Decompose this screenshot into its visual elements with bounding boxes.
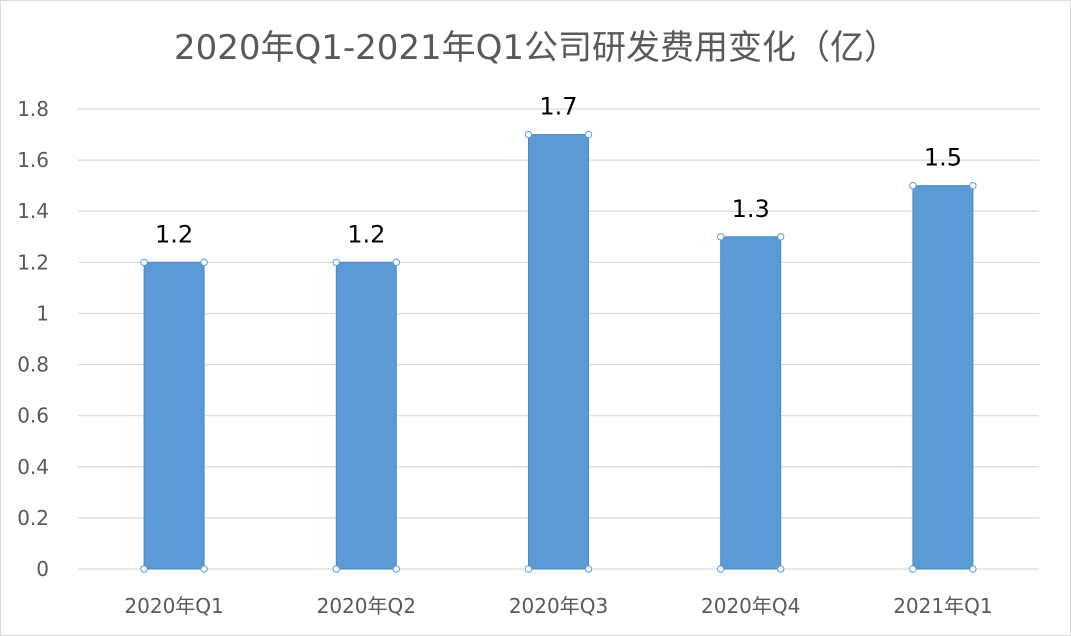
selection-handle[interactable] (392, 258, 400, 267)
selection-handle[interactable] (140, 258, 148, 267)
x-tick-label: 2020年Q1 (124, 594, 223, 618)
selection-handle[interactable] (909, 181, 917, 190)
selection-handle[interactable] (392, 565, 400, 573)
y-tick-label: 1.6 (17, 148, 49, 172)
data-label: 1.2 (155, 220, 193, 248)
bar[interactable] (912, 185, 974, 570)
selection-handle[interactable] (717, 233, 725, 241)
selection-handle[interactable] (584, 130, 593, 139)
x-axis-ticks: 2020年Q1 2020年Q2 2020年Q3 2020年Q4 2021年Q1 (124, 594, 992, 618)
selection-handle[interactable] (969, 565, 977, 573)
bar[interactable] (528, 134, 589, 570)
y-tick-label: 0.4 (17, 455, 49, 479)
selection-handle[interactable] (140, 565, 148, 573)
bar[interactable] (720, 236, 782, 570)
selection-handle[interactable] (717, 565, 725, 573)
y-tick-label: 0.6 (17, 404, 49, 428)
selection-handle[interactable] (200, 565, 208, 573)
selection-handle[interactable] (332, 565, 340, 573)
selection-handle[interactable] (777, 233, 785, 241)
y-tick-label: 1.4 (17, 199, 49, 223)
y-tick-label: 1.2 (17, 250, 49, 274)
x-tick-label: 2020年Q4 (701, 594, 800, 618)
y-tick-label: 0.2 (17, 506, 49, 530)
selection-handle[interactable] (584, 565, 593, 573)
data-label: 1.3 (732, 195, 770, 223)
selection-handle[interactable] (200, 258, 208, 267)
data-label: 1.7 (539, 93, 577, 121)
y-axis-ticks: 0 0.2 0.4 0.6 0.8 1 1.2 1.4 1.6 1.8 (17, 97, 49, 581)
selection-handle[interactable] (524, 130, 533, 139)
selection-handle[interactable] (524, 565, 533, 573)
selection-handle[interactable] (332, 258, 340, 267)
x-tick-label: 2020年Q3 (509, 594, 608, 618)
data-label: 1.2 (347, 220, 385, 248)
x-tick-label: 2020年Q2 (317, 594, 416, 618)
selection-handle[interactable] (969, 181, 977, 190)
data-label: 1.5 (924, 144, 962, 172)
y-tick-label: 1.8 (17, 97, 49, 121)
bar[interactable] (335, 261, 397, 570)
x-tick-label: 2021年Q1 (893, 594, 992, 618)
selection-handle[interactable] (777, 565, 785, 573)
y-tick-label: 0.8 (17, 353, 49, 377)
bars: 1.2 1.2 1.7 1.3 1.5 (140, 93, 977, 573)
selection-handle[interactable] (909, 565, 917, 573)
y-tick-label: 1 (36, 301, 49, 325)
chart-title: 2020年Q1-2021年Q1公司研发费用变化（亿） (174, 28, 898, 68)
bar[interactable] (143, 261, 205, 570)
y-tick-label: 0 (36, 557, 49, 581)
